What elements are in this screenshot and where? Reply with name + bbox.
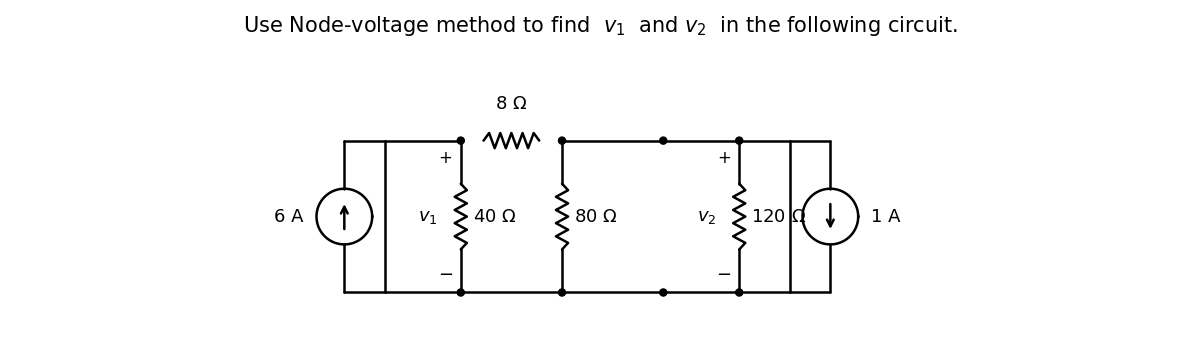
Text: $v_1$: $v_1$ [419,207,438,226]
Text: 40 $\Omega$: 40 $\Omega$ [473,207,516,226]
Circle shape [660,137,667,144]
Circle shape [558,137,565,144]
Text: Use Node-voltage method to find  $v_1$  and $v_2$  in the following circuit.: Use Node-voltage method to find $v_1$ an… [242,14,958,38]
Text: 8 $\Omega$: 8 $\Omega$ [496,95,528,113]
Text: 6 A: 6 A [275,207,304,226]
Circle shape [660,289,667,296]
Circle shape [457,137,464,144]
Text: −: − [438,266,454,284]
Text: +: + [718,149,731,167]
Text: +: + [439,149,452,167]
Text: −: − [716,266,732,284]
Text: $v_2$: $v_2$ [697,207,716,226]
Text: 120 $\Omega$: 120 $\Omega$ [751,207,806,226]
Text: 80 $\Omega$: 80 $\Omega$ [574,207,618,226]
Circle shape [736,137,743,144]
Circle shape [558,289,565,296]
Circle shape [457,289,464,296]
Circle shape [736,289,743,296]
Text: 1 A: 1 A [871,207,900,226]
